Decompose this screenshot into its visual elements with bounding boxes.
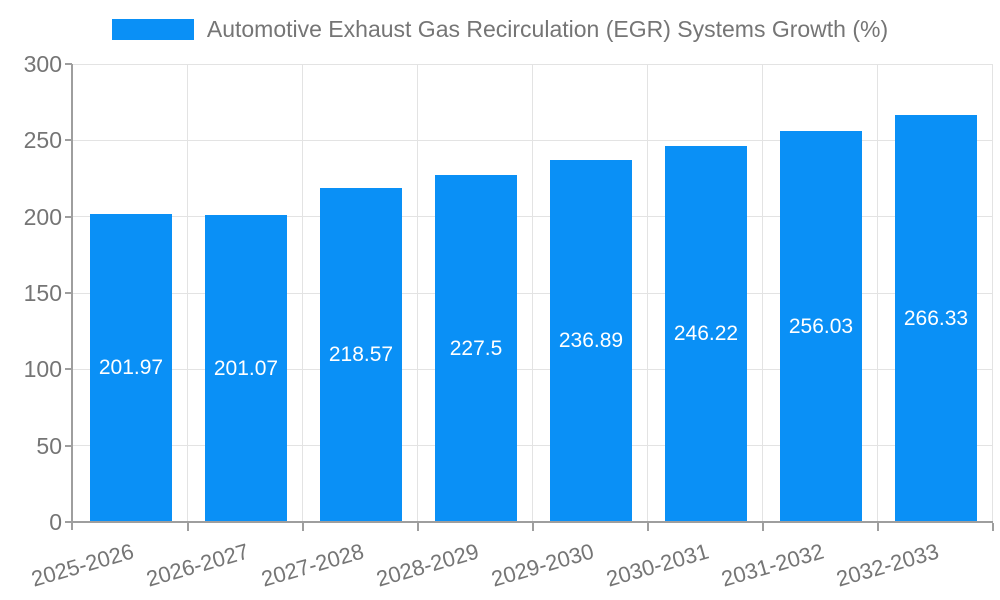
y-axis-tick (65, 292, 72, 294)
x-axis-tick-label: 2029-2030 (488, 538, 597, 592)
y-axis-tick-label: 100 (23, 356, 62, 383)
bar: 201.07 (205, 215, 287, 522)
x-axis-tick (647, 523, 649, 531)
x-axis-tick (992, 523, 994, 531)
bar: 201.97 (90, 214, 172, 522)
bar: 236.89 (550, 160, 632, 522)
gridline-vertical (187, 64, 188, 522)
x-axis-tick-label: 2030-2031 (603, 538, 712, 592)
y-axis-tick (65, 444, 72, 447)
legend-item[interactable]: Automotive Exhaust Gas Recirculation (EG… (111, 16, 889, 43)
gridline-horizontal (73, 139, 993, 141)
gridline-vertical (647, 64, 648, 522)
bar-value-label: 256.03 (788, 314, 854, 338)
gridline-vertical (762, 64, 763, 522)
gridline-horizontal (73, 216, 993, 218)
bar-value-label: 246.22 (673, 322, 739, 345)
y-axis-tick-label: 250 (23, 127, 62, 154)
x-axis-tick-label: 2027-2028 (258, 538, 367, 592)
x-axis-tick-label: 2026-2027 (143, 538, 252, 592)
x-axis-tick (762, 523, 764, 531)
y-axis-tick-label: 150 (23, 280, 62, 306)
gridline-vertical (532, 64, 533, 522)
x-axis-line (65, 521, 993, 523)
bar: 227.5 (435, 175, 517, 522)
gridline-vertical (877, 64, 878, 522)
bar-value-label: 201.97 (98, 356, 164, 379)
bar: 246.22 (665, 146, 747, 522)
gridline-horizontal (73, 368, 993, 370)
bar-value-label: 227.5 (449, 336, 503, 360)
x-axis-tick-label: 2025-2026 (28, 538, 137, 592)
x-axis-tick (417, 523, 419, 531)
chart-title: Automotive Exhaust Gas Recirculation (EG… (206, 16, 889, 42)
legend: Automotive Exhaust Gas Recirculation (EG… (0, 16, 1000, 43)
gridline-vertical (992, 64, 993, 522)
y-axis-tick (65, 63, 72, 65)
y-axis-line (71, 64, 73, 530)
legend-swatch (111, 19, 194, 40)
x-axis-tick-label: 2032-2033 (833, 538, 942, 592)
gridline-horizontal (73, 63, 993, 65)
plot-area: 201.97 201.07 218.57 227.5 236.89 246.22 256.0… (73, 63, 993, 522)
bar-value-label: 266.33 (903, 306, 969, 330)
bar-value-label: 236.89 (558, 329, 624, 352)
x-axis-tick (877, 523, 879, 531)
y-axis-tick (65, 368, 72, 371)
y-axis-tick (65, 139, 72, 142)
gridline-horizontal (73, 292, 993, 294)
bar-value-label: 201.07 (213, 356, 279, 380)
y-axis-tick-label: 300 (23, 51, 62, 77)
gridline-horizontal (73, 445, 993, 447)
bar: 218.57 (320, 188, 402, 522)
x-axis-tick (187, 523, 189, 531)
x-axis-tick (532, 523, 534, 531)
y-axis-tick-label: 0 (49, 509, 62, 535)
y-axis-tick-label: 50 (36, 432, 62, 459)
x-axis-tick-label: 2028-2029 (373, 538, 482, 592)
gridline-vertical (302, 64, 303, 522)
gridline-vertical (417, 64, 418, 522)
x-axis-tick (302, 523, 304, 531)
y-axis-tick-label: 200 (23, 203, 62, 230)
bar: 266.33 (895, 115, 977, 522)
bar: 256.03 (780, 131, 862, 522)
y-axis-tick (65, 215, 72, 218)
bar-value-label: 218.57 (328, 343, 394, 366)
x-axis-tick-label: 2031-2032 (718, 538, 827, 592)
